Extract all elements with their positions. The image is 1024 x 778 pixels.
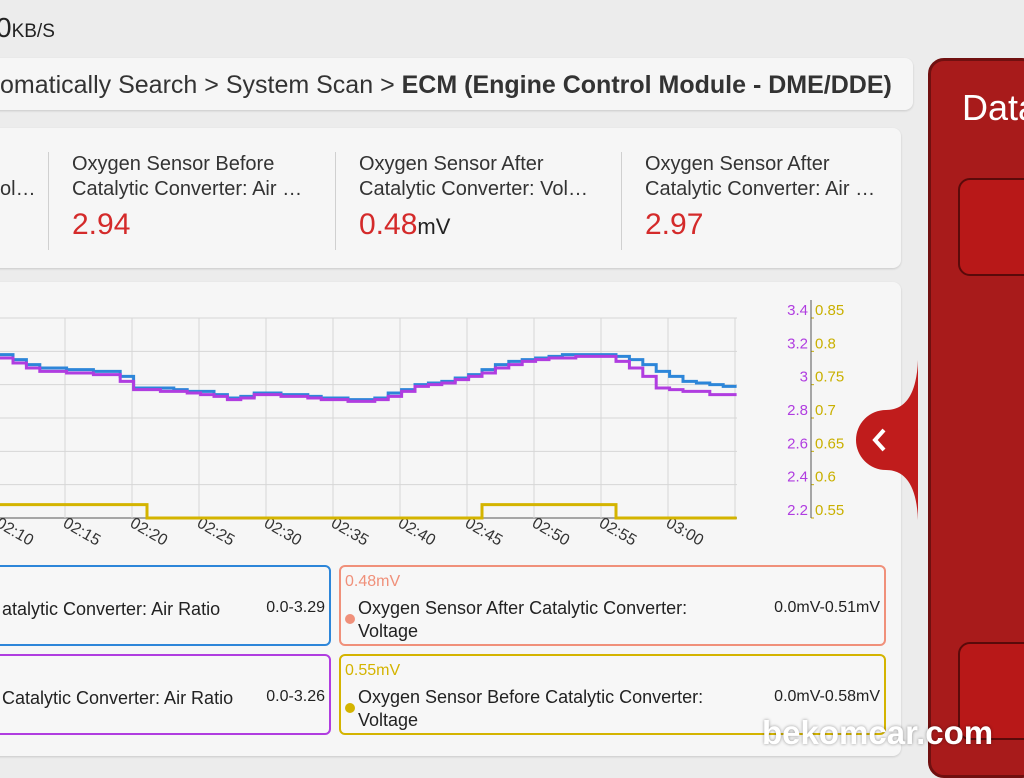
card-value: 2.97 <box>645 208 704 241</box>
x-tick-label: 02:45 <box>462 515 505 550</box>
legend-range: 0.0-3.29 <box>266 599 325 616</box>
side-panel-title: Data <box>962 87 1024 128</box>
crumb[interactable]: System Scan <box>225 71 374 99</box>
x-tick-label: 03:00 <box>663 515 706 550</box>
x-tick-label: 02:10 <box>0 515 36 550</box>
y2-tick-label: 0.85 <box>815 302 844 319</box>
x-tick-label: 02:20 <box>127 515 170 550</box>
series-line <box>0 353 737 402</box>
legend-name: Catalytic Converter: Air Ratio <box>2 688 234 708</box>
x-tick-label: 02:40 <box>395 515 438 550</box>
legend-name: atalytic Converter: Air Ratio <box>2 599 221 619</box>
side-panel: Data <box>928 58 1024 778</box>
card-label: Oxygen Sensor Before Catalytic Converter… <box>72 153 303 200</box>
series-line <box>0 354 737 403</box>
y-tick-label: 3.4 <box>787 302 808 319</box>
speed-unit: KB/S <box>11 21 55 42</box>
crumb-separator: > <box>380 71 395 99</box>
x-tick-label: 02:55 <box>596 515 639 550</box>
speed-value: 0 <box>0 12 12 43</box>
legend-dot <box>345 703 355 713</box>
y2-tick-label: 0.8 <box>815 335 836 352</box>
x-tick-label: 02:15 <box>60 515 103 550</box>
x-tick-label: 02:35 <box>328 515 371 550</box>
card[interactable]: Oxygen Sensor After Catalytic Converter:… <box>359 152 609 252</box>
speed: 0KB/S <box>0 12 55 44</box>
legend-name: Oxygen Sensor After Catalytic Converter:… <box>358 598 688 641</box>
legend-range: 0.0mV-0.58mV <box>774 688 880 705</box>
x-tick-label: 02:30 <box>261 515 304 550</box>
tab-shape <box>856 360 918 520</box>
breadcrumb: omatically Search > System Scan > ECM (E… <box>0 58 913 110</box>
crumb[interactable]: omatically Search <box>0 71 198 99</box>
card-value: 0.48 <box>359 208 418 241</box>
y-tick-label: 2.4 <box>787 469 808 486</box>
legend-range: 0.0mV-0.51mV <box>774 599 880 616</box>
legend-name: Oxygen Sensor Before Catalytic Converter… <box>358 687 704 730</box>
card[interactable]: Oxygen Sensor Before Catalytic Converter… <box>72 152 322 252</box>
card-unit: mV <box>417 214 451 239</box>
card-label: Oxygen Sensor After Catalytic Converter:… <box>359 153 588 200</box>
card[interactable]: Oxygen Sensor After Catalytic Converter:… <box>645 152 895 252</box>
card-label: ol… <box>0 178 36 200</box>
card-label: Oxygen Sensor After Catalytic Converter:… <box>645 153 876 200</box>
y-tick-label: 3.2 <box>787 335 808 352</box>
y2-tick-label: 0.6 <box>815 469 836 486</box>
crumb-current: ECM (Engine Control Module - DME/DDE) <box>401 71 892 99</box>
y-tick-label: 2.8 <box>787 402 808 419</box>
legend-range: 0.0-3.26 <box>266 688 325 705</box>
watermark: bekomcar.com <box>762 714 994 751</box>
legend-item[interactable]: atalytic Converter: Air Ratio 0.0-3.29 <box>0 565 331 646</box>
y2-tick-label: 0.7 <box>815 402 836 419</box>
side-button[interactable] <box>958 178 1024 276</box>
x-tick-label: 02:25 <box>194 515 237 550</box>
legend-item[interactable]: 0.55mV Oxygen Sensor Before Catalytic Co… <box>339 654 886 735</box>
divider <box>48 152 49 250</box>
y2-tick-label: 0.55 <box>815 502 844 519</box>
chart: 2.2 2.4 2.6 2.8 3 3.2 3.4 0.55 0.6 0.65 0.7 0.75 0.8… <box>0 300 844 550</box>
legend-dot <box>345 614 355 624</box>
divider <box>335 152 336 250</box>
cards-panel <box>0 128 901 268</box>
side-button[interactable] <box>958 642 1024 740</box>
crumb-separator: > <box>204 71 219 99</box>
collapse-tab[interactable] <box>846 360 918 520</box>
legend-current: 0.48mV <box>345 573 401 590</box>
y2-tick-label: 0.75 <box>815 369 844 386</box>
y-tick-label: 3 <box>800 369 808 386</box>
chevron <box>872 428 886 452</box>
x-tick-label: 02:50 <box>529 515 572 550</box>
legend-current: 0.55mV <box>345 662 401 679</box>
divider <box>621 152 622 250</box>
card[interactable]: ol… <box>0 152 40 277</box>
legend-item[interactable]: 0.48mV Oxygen Sensor After Catalytic Con… <box>339 565 886 646</box>
y-tick-label: 2.6 <box>787 435 808 452</box>
y-tick-label: 2.2 <box>787 502 808 519</box>
card-value: 2.94 <box>72 208 131 241</box>
y2-tick-label: 0.65 <box>815 435 844 452</box>
series-line <box>0 503 737 520</box>
legend-item[interactable]: Catalytic Converter: Air Ratio 0.0-3.26 <box>0 654 331 735</box>
